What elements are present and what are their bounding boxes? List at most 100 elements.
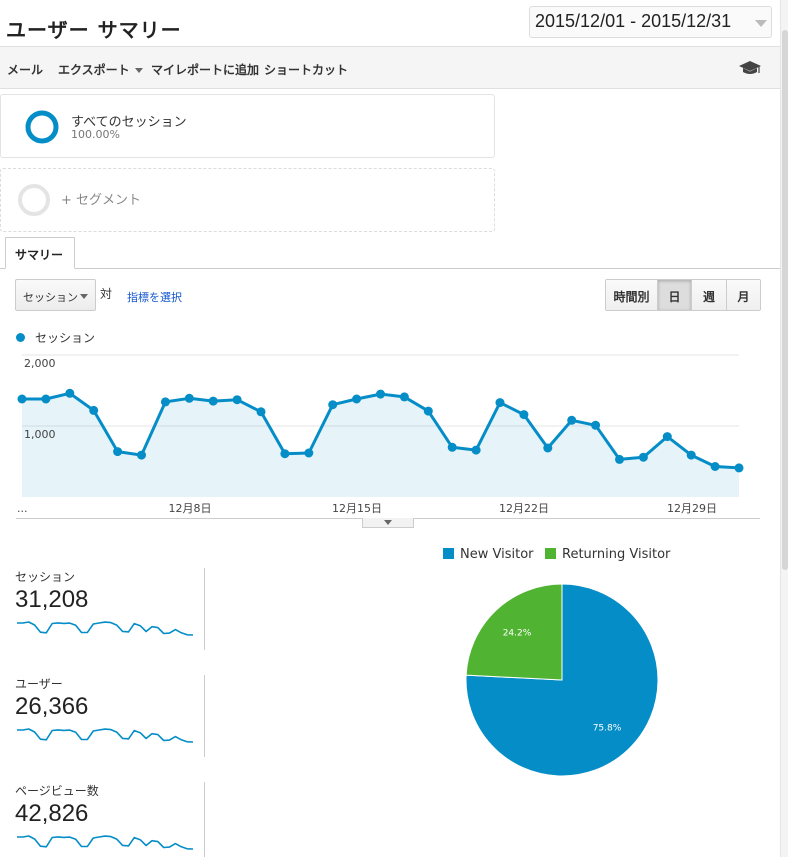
legend-item-label: New Visitor: [460, 547, 534, 562]
chart-data-point[interactable]: [232, 395, 242, 405]
segment-percent: 100.00%: [71, 128, 120, 141]
x-tick-label: ...: [17, 502, 28, 515]
granularity-month-button[interactable]: 月: [726, 280, 760, 310]
chart-data-point[interactable]: [447, 442, 457, 452]
chart-data-point[interactable]: [734, 463, 744, 473]
chart-data-point[interactable]: [208, 396, 218, 406]
chart-data-point[interactable]: [89, 405, 99, 415]
kpi-value: 31,208: [15, 586, 89, 613]
metric-dropdown[interactable]: セッション: [15, 279, 96, 311]
chart-gridlines: [22, 354, 739, 427]
chart-data-point[interactable]: [256, 407, 266, 417]
kpi-value: 26,366: [15, 693, 89, 720]
chart-data-point[interactable]: [65, 388, 75, 398]
legend-item-new-visitor[interactable]: New Visitor: [443, 547, 534, 562]
legend-swatch: [545, 548, 556, 559]
kpi-divider: [204, 568, 205, 650]
pie-slice-new-visitor[interactable]: [465, 583, 659, 777]
chart-data-point[interactable]: [686, 450, 696, 460]
granularity-hourly-button[interactable]: 時間別: [606, 280, 657, 310]
export-label: エクスポート: [58, 63, 130, 77]
graduation-cap-icon[interactable]: [738, 59, 762, 81]
export-button[interactable]: エクスポート: [58, 61, 143, 78]
chart-data-point[interactable]: [184, 393, 194, 403]
granularity-day-button[interactable]: 日: [657, 280, 691, 310]
kpi-sessions[interactable]: セッション 31,208: [14, 568, 206, 652]
sparkline-path: [17, 621, 194, 636]
chart-data-point[interactable]: [280, 449, 290, 459]
chevron-down-icon: [755, 20, 767, 27]
page-title: ユーザー サマリー: [6, 18, 182, 42]
x-tick-label: 12月29日: [667, 502, 717, 515]
date-range-selector[interactable]: 2015/12/01 - 2015/12/31: [529, 6, 772, 38]
chart-data-point[interactable]: [160, 397, 170, 407]
kpi-sparkline: [17, 621, 194, 636]
chart-area: [22, 393, 739, 497]
tab-divider: [0, 268, 780, 269]
add-segment-box[interactable]: + セグメント: [0, 168, 495, 232]
scrollbar[interactable]: [780, 0, 788, 857]
select-metric-link[interactable]: 指標を選択: [127, 291, 182, 304]
chart-data-point[interactable]: [423, 406, 433, 416]
legend-label: セッション: [35, 331, 96, 345]
add-to-dashboard-button[interactable]: マイレポートに追加: [151, 63, 260, 77]
report-toolbar: メール エクスポート マイレポートに追加 ショートカット: [0, 46, 780, 89]
chart-data-point[interactable]: [399, 392, 409, 402]
sessions-chart: 2,000 1,000 ... 12月8日 12月15日 12月22日 12月2…: [17, 354, 744, 515]
chart-data-point[interactable]: [638, 452, 648, 462]
chart-data-point[interactable]: [137, 450, 146, 460]
x-tick-label: 12月15日: [332, 502, 382, 515]
add-segment-label: + セグメント: [61, 193, 142, 208]
kpi-sparkline: [17, 835, 194, 850]
chart-data-point[interactable]: [17, 394, 27, 404]
visitor-type-pie-chart: 75.8% 24.2%: [465, 583, 659, 777]
chart-data-point[interactable]: [113, 447, 123, 457]
chart-data-point[interactable]: [591, 420, 601, 430]
chart-data-point[interactable]: [41, 394, 51, 404]
chevron-down-icon: [80, 294, 88, 299]
segment-all-sessions[interactable]: すべてのセッション 100.00%: [0, 94, 495, 158]
kpi-label: セッション: [15, 570, 76, 584]
chart-data-point[interactable]: [710, 462, 720, 471]
kpi-divider: [204, 782, 205, 857]
x-tick-label: 12月8日: [169, 502, 212, 515]
pie-slice-returning-visitor[interactable]: [465, 583, 563, 681]
sparkline-path: [17, 728, 194, 743]
kpi-pageviews[interactable]: ページビュー数 42,826: [14, 782, 206, 857]
chart-data-point[interactable]: [615, 454, 624, 464]
chart-data-point[interactable]: [543, 443, 553, 453]
chart-data-point[interactable]: [471, 445, 481, 455]
chart-data-point[interactable]: [662, 432, 672, 442]
sparkline-path: [17, 835, 194, 850]
chart-data-point[interactable]: [328, 400, 338, 410]
scrollbar-thumb[interactable]: [782, 30, 788, 570]
y-tick-label: 1,000: [24, 428, 56, 441]
date-range-label: 2015/12/01 - 2015/12/31: [535, 11, 732, 31]
kpi-users[interactable]: ユーザー 26,366: [14, 675, 206, 759]
pie-slice-label: 75.8%: [593, 723, 622, 733]
empty-segment-ring-icon: [18, 184, 50, 216]
y-tick-label: 2,000: [24, 357, 56, 370]
shortcut-button[interactable]: ショートカット: [264, 63, 349, 77]
mail-button[interactable]: メール: [7, 63, 44, 77]
legend-swatch: [443, 548, 454, 559]
chart-data-point[interactable]: [352, 394, 362, 404]
granularity-week-button[interactable]: 週: [691, 280, 726, 310]
chart-data-point[interactable]: [495, 398, 505, 408]
chart-data-point[interactable]: [519, 410, 529, 420]
legend-item-returning-visitor[interactable]: Returning Visitor: [545, 547, 670, 562]
chart-data-point[interactable]: [376, 389, 385, 399]
pie-slice-label: 24.2%: [503, 629, 532, 639]
collapse-chart-button[interactable]: [362, 518, 414, 528]
chart-data-point[interactable]: [304, 448, 314, 458]
chevron-down-icon: [384, 520, 392, 525]
tab-summary[interactable]: サマリー: [5, 237, 75, 269]
kpi-label: ページビュー数: [15, 784, 99, 798]
kpi-divider: [204, 675, 205, 757]
segment-ring-icon: [25, 110, 59, 144]
kpi-value: 42,826: [15, 800, 89, 827]
chevron-down-icon: [134, 68, 143, 73]
chart-data-point[interactable]: [567, 415, 577, 425]
kpi-label: ユーザー: [15, 677, 63, 691]
metric-dropdown-label: セッション: [23, 291, 78, 304]
